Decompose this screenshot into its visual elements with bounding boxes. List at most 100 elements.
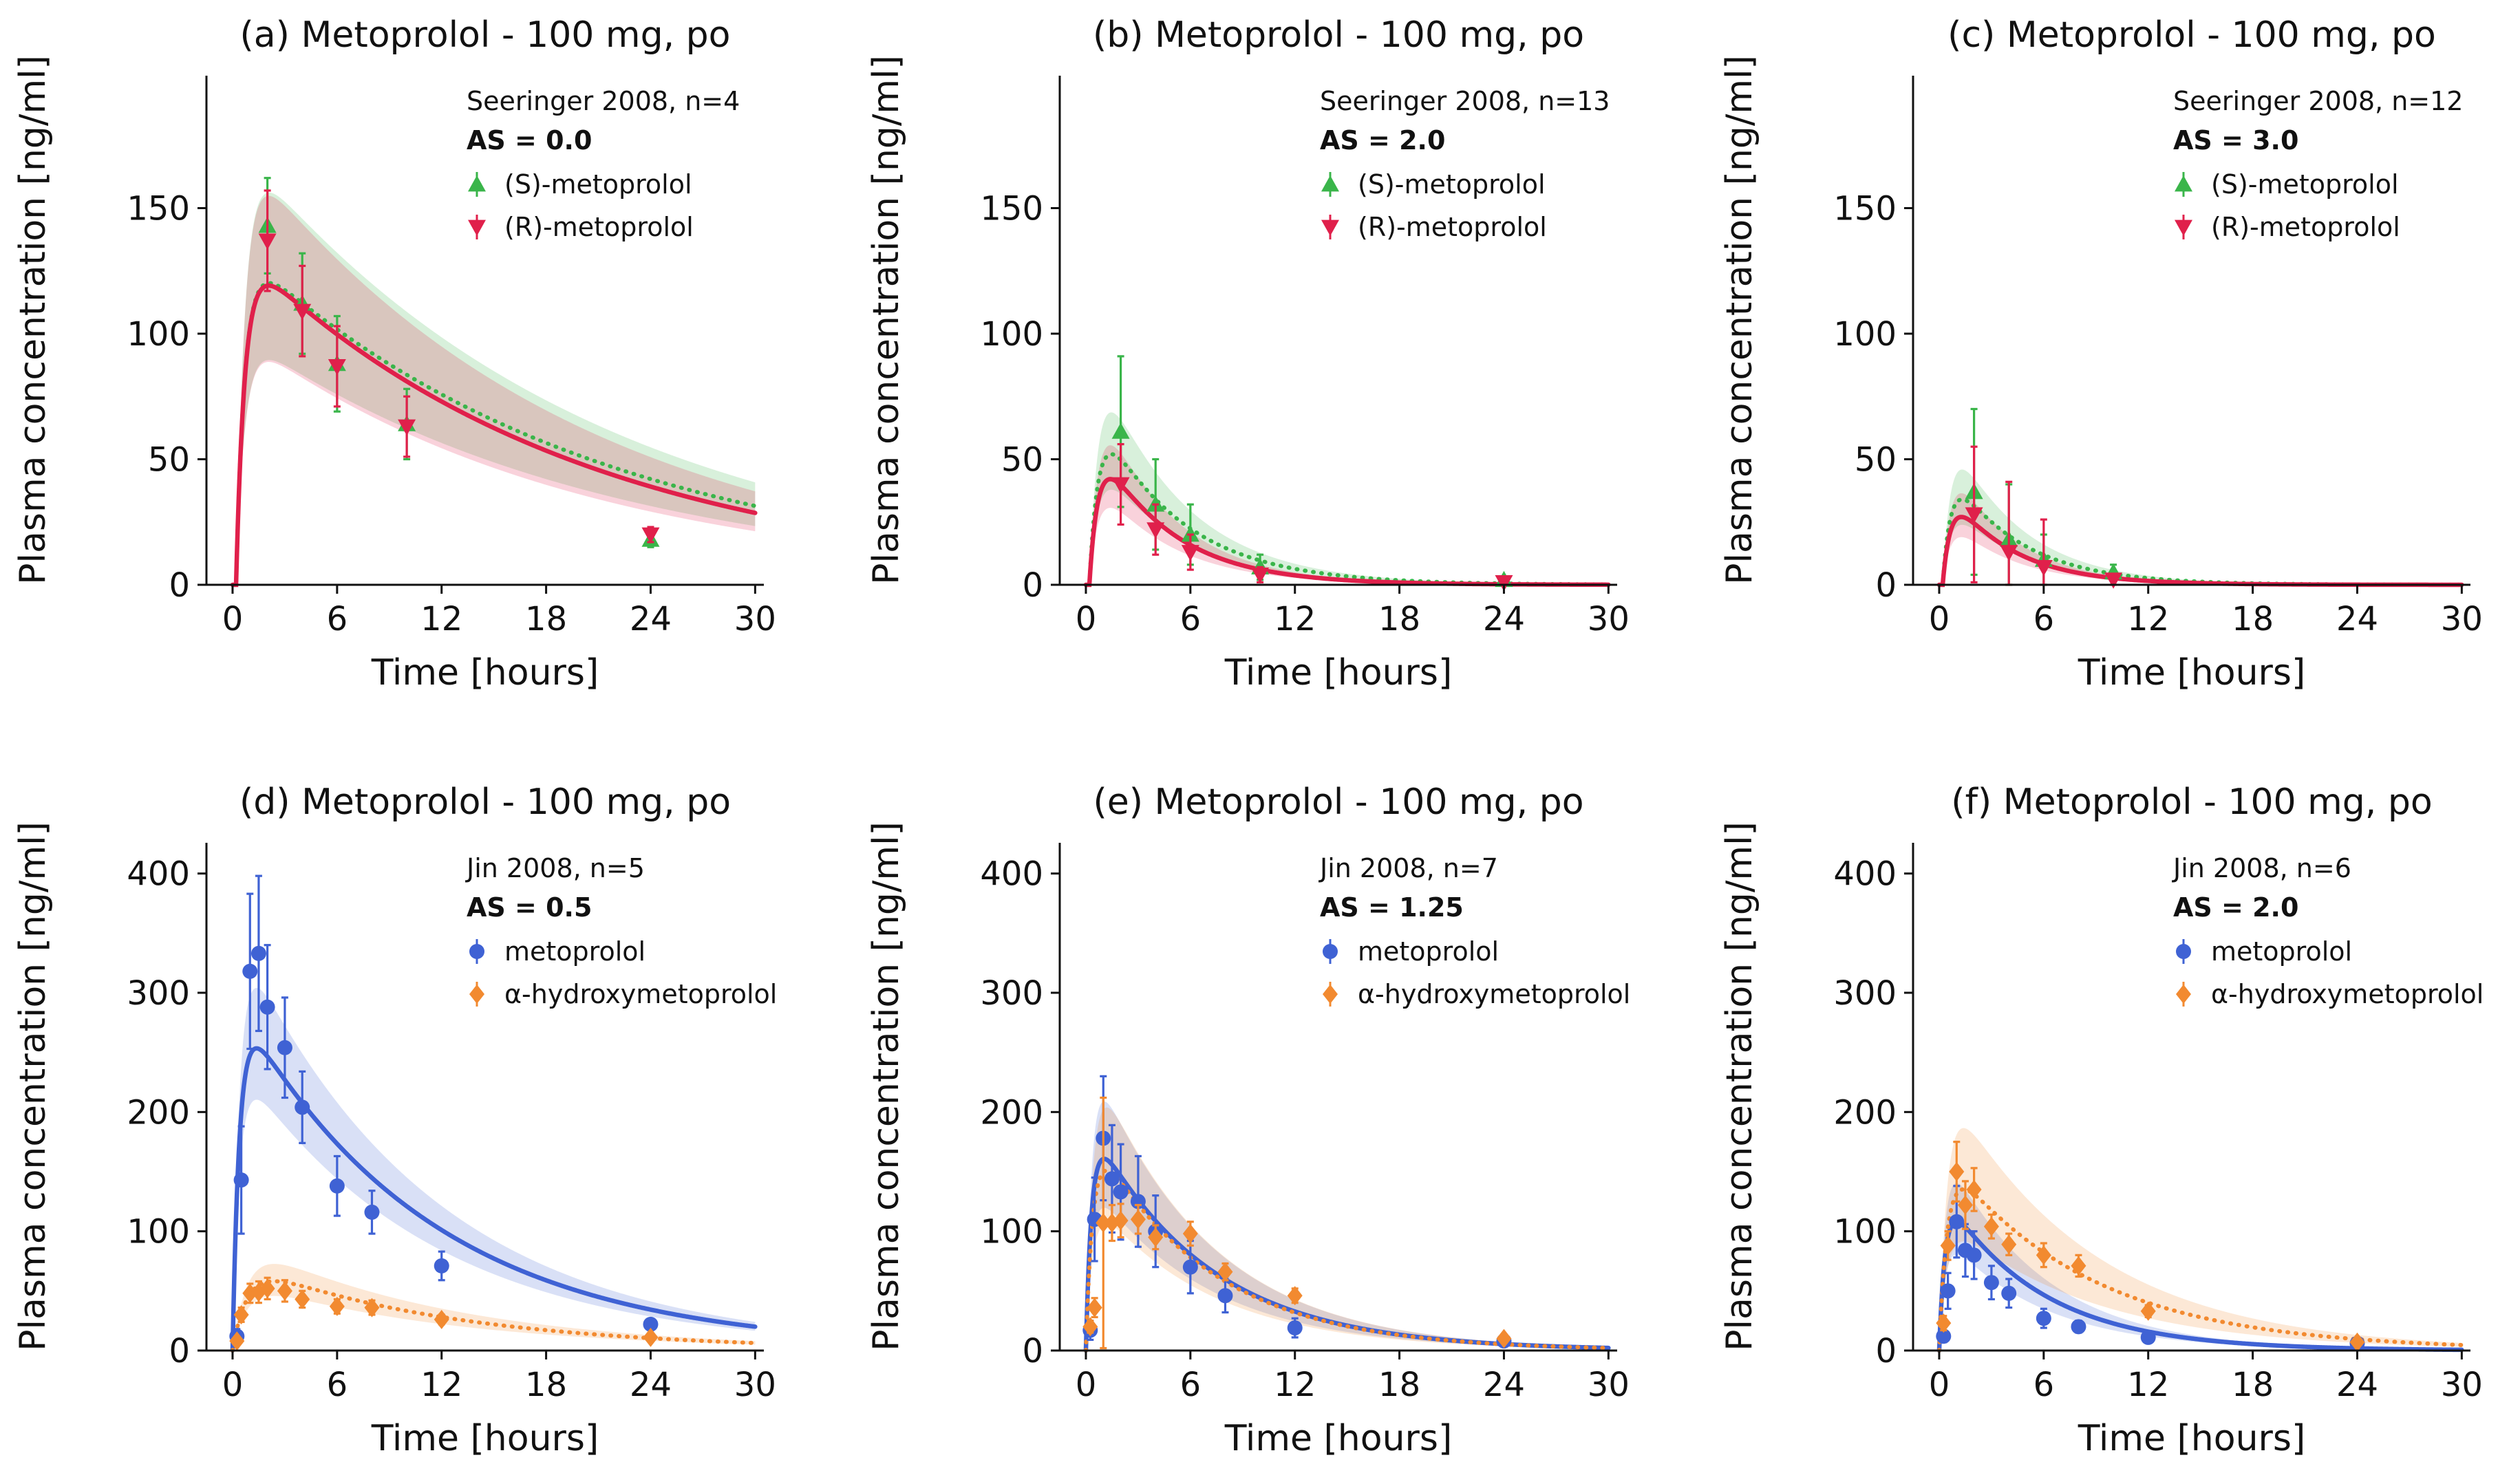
data-point: [1130, 1209, 1146, 1229]
legend-marker: [468, 219, 486, 236]
x-tick-label: 6: [2033, 600, 2055, 638]
data-point: [2036, 1311, 2051, 1326]
legend-marker: [469, 985, 484, 1004]
legend-entry-label: metoprolol: [1358, 936, 1499, 967]
x-tick-label: 12: [1274, 600, 1316, 638]
data-point: [233, 1305, 249, 1324]
legend-marker: [2176, 985, 2191, 1004]
data-point: [1148, 1227, 1164, 1247]
legend-marker: [1321, 175, 1339, 192]
model-uncertainty-band: [232, 192, 756, 585]
data-point: [277, 1281, 292, 1301]
model-line: [1936, 497, 2464, 587]
data-point: [434, 1309, 449, 1329]
data-point: [1966, 1247, 1982, 1263]
data-point: [1936, 1329, 1952, 1344]
x-tick-label: 30: [2441, 1366, 2483, 1404]
data-point: [2034, 560, 2053, 577]
data-point: [1936, 1313, 1952, 1333]
y-tick-label: 50: [1855, 441, 1897, 480]
data-point: [1096, 1213, 1111, 1233]
data-point: [364, 1204, 380, 1220]
model-line: [230, 283, 758, 588]
y-tick-label: 200: [1833, 1093, 1897, 1132]
x-tick-label: 30: [1588, 1366, 1630, 1404]
legend-marker: [1323, 944, 1338, 959]
data-point: [250, 945, 266, 961]
data-point: [1182, 1224, 1198, 1244]
x-tick-label: 24: [2336, 1366, 2378, 1404]
y-tick-label: 0: [1022, 1332, 1043, 1370]
x-tick-label: 12: [1274, 1366, 1316, 1404]
data-point: [2001, 1234, 2017, 1254]
data-point: [1287, 1320, 1303, 1336]
legend-activity-score: AS = 2.0: [2173, 892, 2298, 923]
data-point: [259, 999, 275, 1015]
data-point: [1940, 1236, 1956, 1256]
panel-title: (b) Metoprolol - 100 mg, po: [1093, 14, 1584, 56]
model-uncertainty-band: [1085, 1107, 1609, 1351]
data-point: [258, 233, 277, 250]
data-point: [1082, 1317, 1098, 1337]
data-point: [2036, 1245, 2051, 1265]
data-point: [1949, 1162, 1965, 1181]
legend-marker: [2176, 944, 2191, 959]
chart-panel: (d) Metoprolol - 100 mg, po0 6 12 18 24 30010…: [12, 782, 777, 1459]
x-tick-label: 0: [1929, 1366, 1950, 1404]
model-uncertainty-band: [232, 195, 756, 585]
data-point: [1949, 1214, 1965, 1229]
data-point: [2140, 1329, 2156, 1345]
panel-title: (f) Metoprolol - 100 mg, po: [1951, 782, 2432, 823]
legend-entry-label: α-hydroxymetoprolol: [1358, 979, 1630, 1009]
y-tick-label: 200: [980, 1093, 1043, 1132]
legend-entry-label: (R)-metoprolol: [1358, 212, 1547, 242]
legend-entry-label: (S)-metoprolol: [1358, 169, 1546, 200]
data-point: [1966, 1180, 1982, 1199]
y-tick-label: 150: [980, 190, 1043, 228]
panel-title: (c) Metoprolol - 100 mg, po: [1947, 14, 2436, 56]
model-line: [1936, 1219, 2464, 1353]
y-tick-label: 100: [1833, 315, 1897, 354]
data-point: [1983, 1216, 1999, 1236]
model-line: [230, 1046, 758, 1353]
x-tick-label: 0: [1929, 600, 1950, 638]
x-tick-label: 30: [2441, 600, 2483, 638]
chart-panel: (a) Metoprolol - 100 mg, po 0 6 12 18 24 30 0 50…: [12, 14, 776, 693]
y-tick-label: 100: [980, 315, 1043, 354]
y-tick-label: 0: [1022, 566, 1043, 605]
data-point: [1957, 1195, 1973, 1215]
x-tick-label: 0: [222, 1366, 244, 1404]
x-tick-label: 6: [1180, 600, 1202, 638]
x-tick-label: 6: [327, 600, 348, 638]
legend-activity-score: AS = 0.5: [467, 892, 592, 923]
legend-entry-label: (S)-metoprolol: [504, 169, 692, 200]
x-tick-label: 18: [525, 1366, 567, 1404]
x-tick-label: 18: [525, 600, 567, 638]
x-tick-label: 24: [1483, 600, 1525, 638]
y-axis-label: Plasma concentration [ng/ml]: [12, 821, 54, 1351]
x-tick-label: 30: [734, 600, 776, 638]
legend-marker: [468, 175, 486, 192]
legend-marker: [1321, 219, 1339, 236]
x-tick-label: 0: [222, 600, 244, 638]
data-point: [328, 359, 346, 376]
model-line: [230, 1279, 758, 1353]
data-point: [364, 1298, 380, 1318]
y-axis-label: Plasma concentration [ng/ml]: [12, 55, 54, 585]
chart-panel: (f) Metoprolol - 100 mg, po0 6 12 18 24 30010…: [1719, 782, 2484, 1459]
y-tick-label: 50: [148, 441, 190, 480]
x-tick-label: 18: [2232, 600, 2274, 638]
chart-panel: (c) Metoprolol - 100 mg, po 0 6 12 18 24 30 0 50…: [1719, 14, 2483, 693]
y-axis-label: Plasma concentration [ng/ml]: [866, 821, 907, 1351]
x-tick-label: 12: [2127, 600, 2169, 638]
data-point: [643, 1327, 659, 1347]
y-tick-label: 400: [127, 855, 190, 894]
data-point: [295, 1099, 310, 1115]
data-point: [242, 1283, 258, 1303]
data-point: [1111, 477, 1130, 493]
y-tick-label: 200: [127, 1093, 190, 1132]
data-point: [329, 1296, 345, 1316]
x-axis-label: Time [hours]: [371, 652, 599, 693]
y-tick-label: 100: [127, 1213, 190, 1251]
y-tick-label: 150: [127, 190, 190, 228]
